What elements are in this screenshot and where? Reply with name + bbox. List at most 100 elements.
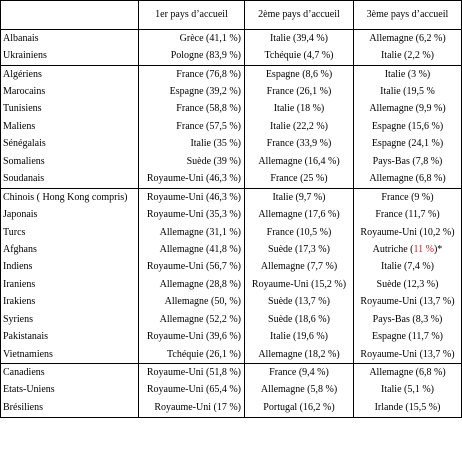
third-host-cell: Allemagne (6,8 %) bbox=[353, 170, 462, 189]
table-row: Irakiens Allemagne (50, %) Suède (13,7 %) R… bbox=[0, 293, 462, 311]
nationality-cell: Soudanais bbox=[0, 170, 139, 189]
second-host-cell: Espagne (8,6 %) bbox=[244, 64, 354, 84]
table-header: 1er pays d’accueil 2ème pays d’accueil 3… bbox=[0, 0, 462, 30]
table-row: Soudanais Royaume-Uni (46,3 %) France (25 … bbox=[0, 170, 462, 189]
second-host-cell: Italie (9,7 %) bbox=[244, 187, 354, 207]
first-host-cell: Allemagne (41,8 %) bbox=[138, 241, 245, 259]
second-host-cell: France (26,1 %) bbox=[244, 83, 354, 101]
nationality-cell: Albanais bbox=[0, 29, 139, 48]
table-group: Canadiens Royaume-Uni (51,8 %) France (9,4… bbox=[0, 363, 462, 418]
nationality-cell: Afghans bbox=[0, 241, 139, 259]
nationality-cell: Maliens bbox=[0, 118, 139, 136]
table-row: Sénégalais Italie (35 %) France (33,9 %) Es… bbox=[0, 135, 462, 154]
first-host-cell: France (58,8 %) bbox=[138, 100, 245, 119]
nationality-cell: Brésiliens bbox=[0, 399, 139, 418]
second-host-cell: France (10,5 %) bbox=[244, 223, 354, 242]
table-row: Tunisiens France (58,8 %) Italie (18 %) All… bbox=[0, 100, 462, 119]
first-host-cell: Pologne (83,9 %) bbox=[138, 47, 245, 66]
first-host-cell: France (76,8 %) bbox=[138, 64, 245, 84]
first-host-cell: Royaume-Uni (65,4 %) bbox=[138, 381, 245, 400]
third-host-cell: Italie (2,2 %) bbox=[353, 47, 462, 66]
second-host-cell: Allemagne (18,2 %) bbox=[244, 345, 354, 365]
second-host-cell: Italie (19,6 %) bbox=[244, 328, 354, 346]
nationality-cell: Algériens bbox=[0, 64, 139, 84]
first-host-cell: Allemagne (28,8 %) bbox=[138, 276, 245, 294]
third-host-cell: Espagne (11,7 %) bbox=[353, 328, 462, 346]
second-host-cell: France (25 %) bbox=[244, 170, 354, 189]
table-row: Japonais Royaume-Uni (35,3 %) Allemagne (1… bbox=[0, 206, 462, 224]
host-countries-table: 1er pays d’accueil 2ème pays d’accueil 3… bbox=[0, 0, 462, 418]
table-row: Marocains Espagne (39,2 %) France (26,1 %)… bbox=[0, 83, 462, 101]
table-row: Brésiliens Royaume-Uni (17 %) Portugal (16… bbox=[0, 399, 462, 418]
table-row: Turcs Allemagne (31,1 %) France (10,5 %) Ro… bbox=[0, 223, 462, 242]
third-host-cell: France (9 %) bbox=[353, 187, 462, 207]
nationality-cell: Somaliens bbox=[0, 153, 139, 171]
table-row: Algériens France (76,8 %) Espagne (8,6 %) I… bbox=[0, 64, 462, 84]
nationality-cell: Tunisiens bbox=[0, 100, 139, 119]
third-host-cell: Allemagne (6,8 %) bbox=[353, 363, 462, 382]
second-host-cell: Allemagne (17,6 %) bbox=[244, 206, 354, 224]
third-host-cell: Allemagne (9,9 %) bbox=[353, 100, 462, 119]
nationality-cell: Indiens bbox=[0, 258, 139, 277]
third-host-cell: Pays-Bas (7,8 %) bbox=[353, 153, 462, 171]
table-row: Vietnamiens Tchéquie (26,1 %) Allemagne (1… bbox=[0, 345, 462, 365]
first-host-cell: Royaume-Uni (39,6 %) bbox=[138, 328, 245, 346]
second-host-cell: Suède (18,6 %) bbox=[244, 311, 354, 329]
table-container: 1er pays d’accueil 2ème pays d’accueil 3… bbox=[0, 0, 462, 418]
nationality-cell: Canadiens bbox=[0, 363, 139, 382]
table-row: Syriens Allemagne (52,2 %) Suède (18,6 %) P… bbox=[0, 311, 462, 329]
table-row: Maliens France (57,5 %) Italie (22,2 %) Esp… bbox=[0, 118, 462, 136]
third-host-cell: Italie (7,4 %) bbox=[353, 258, 462, 277]
nationality-cell: Etats-Uniens bbox=[0, 381, 139, 400]
second-host-cell: Allemagne (7,7 %) bbox=[244, 258, 354, 277]
first-host-cell: Italie (35 %) bbox=[138, 135, 245, 154]
table-group: Chinois ( Hong Kong compris) Royaume-Uni … bbox=[0, 187, 462, 365]
nationality-cell: Marocains bbox=[0, 83, 139, 101]
second-host-cell: Allemagne (5,8 %) bbox=[244, 381, 354, 400]
nationality-cell: Pakistanais bbox=[0, 328, 139, 346]
header-first-host: 1er pays d’accueil bbox=[138, 0, 245, 30]
second-host-cell: France (9,4 %) bbox=[244, 363, 354, 382]
table-group: Algériens France (76,8 %) Espagne (8,6 %) I… bbox=[0, 64, 462, 189]
header-row: 1er pays d’accueil 2ème pays d’accueil 3… bbox=[0, 0, 462, 30]
nationality-cell: Ukrainiens bbox=[0, 47, 139, 66]
third-host-cell: Suède (12,3 %) bbox=[353, 276, 462, 294]
first-host-cell: Allemagne (31,1 %) bbox=[138, 223, 245, 242]
table-row: Somaliens Suède (39 %) Allemagne (16,4 %) P… bbox=[0, 153, 462, 171]
header-corner bbox=[0, 0, 139, 30]
third-host-cell: Italie (3 %) bbox=[353, 64, 462, 84]
first-host-cell: Grèce (41,1 %) bbox=[138, 29, 245, 48]
nationality-cell: Sénégalais bbox=[0, 135, 139, 154]
second-host-cell: Tchéquie (4,7 %) bbox=[244, 47, 354, 66]
table-row: Afghans Allemagne (41,8 %) Suède (17,3 %) A… bbox=[0, 241, 462, 259]
second-host-cell: France (33,9 %) bbox=[244, 135, 354, 154]
first-host-cell: France (57,5 %) bbox=[138, 118, 245, 136]
nationality-cell: Chinois ( Hong Kong compris) bbox=[0, 187, 139, 207]
highlighted-percentage: 11 % bbox=[413, 243, 434, 255]
first-host-cell: Royaume-Uni (46,3 %) bbox=[138, 170, 245, 189]
third-host-cell: Italie (5,1 %) bbox=[353, 381, 462, 400]
first-host-cell: Suède (39 %) bbox=[138, 153, 245, 171]
nationality-cell: Syriens bbox=[0, 311, 139, 329]
first-host-cell: Royaume-Uni (51,8 %) bbox=[138, 363, 245, 382]
first-host-cell: Royaume-Uni (46,3 %) bbox=[138, 187, 245, 207]
first-host-cell: Royaume-Uni (17 %) bbox=[138, 399, 245, 418]
second-host-cell: Allemagne (16,4 %) bbox=[244, 153, 354, 171]
third-host-cell: Royaume-Uni (10,2 %) bbox=[353, 223, 462, 242]
nationality-cell: Turcs bbox=[0, 223, 139, 242]
third-host-cell: Irlande (15,5 %) bbox=[353, 399, 462, 418]
third-host-cell: Pays-Bas (8,3 %) bbox=[353, 311, 462, 329]
table-row: Ukrainiens Pologne (83,9 %) Tchéquie (4,7 … bbox=[0, 47, 462, 66]
second-host-cell: Royaume-Uni (15,2 %) bbox=[244, 276, 354, 294]
table-group: Albanais Grèce (41,1 %) Italie (39,4 %) All… bbox=[0, 29, 462, 66]
nationality-cell: Japonais bbox=[0, 206, 139, 224]
second-host-cell: Suède (17,3 %) bbox=[244, 241, 354, 259]
header-second-host: 2ème pays d’accueil bbox=[244, 0, 354, 30]
first-host-cell: Royaume-Uni (35,3 %) bbox=[138, 206, 245, 224]
third-host-cell: Allemagne (6,2 %) bbox=[353, 29, 462, 48]
second-host-cell: Italie (39,4 %) bbox=[244, 29, 354, 48]
third-host-cell: Autriche (11 %)* bbox=[353, 241, 462, 259]
header-third-host: 3ème pays d’accueil bbox=[353, 0, 462, 30]
third-host-cell: Italie (19,5 % bbox=[353, 83, 462, 101]
table-row: Albanais Grèce (41,1 %) Italie (39,4 %) All… bbox=[0, 29, 462, 48]
